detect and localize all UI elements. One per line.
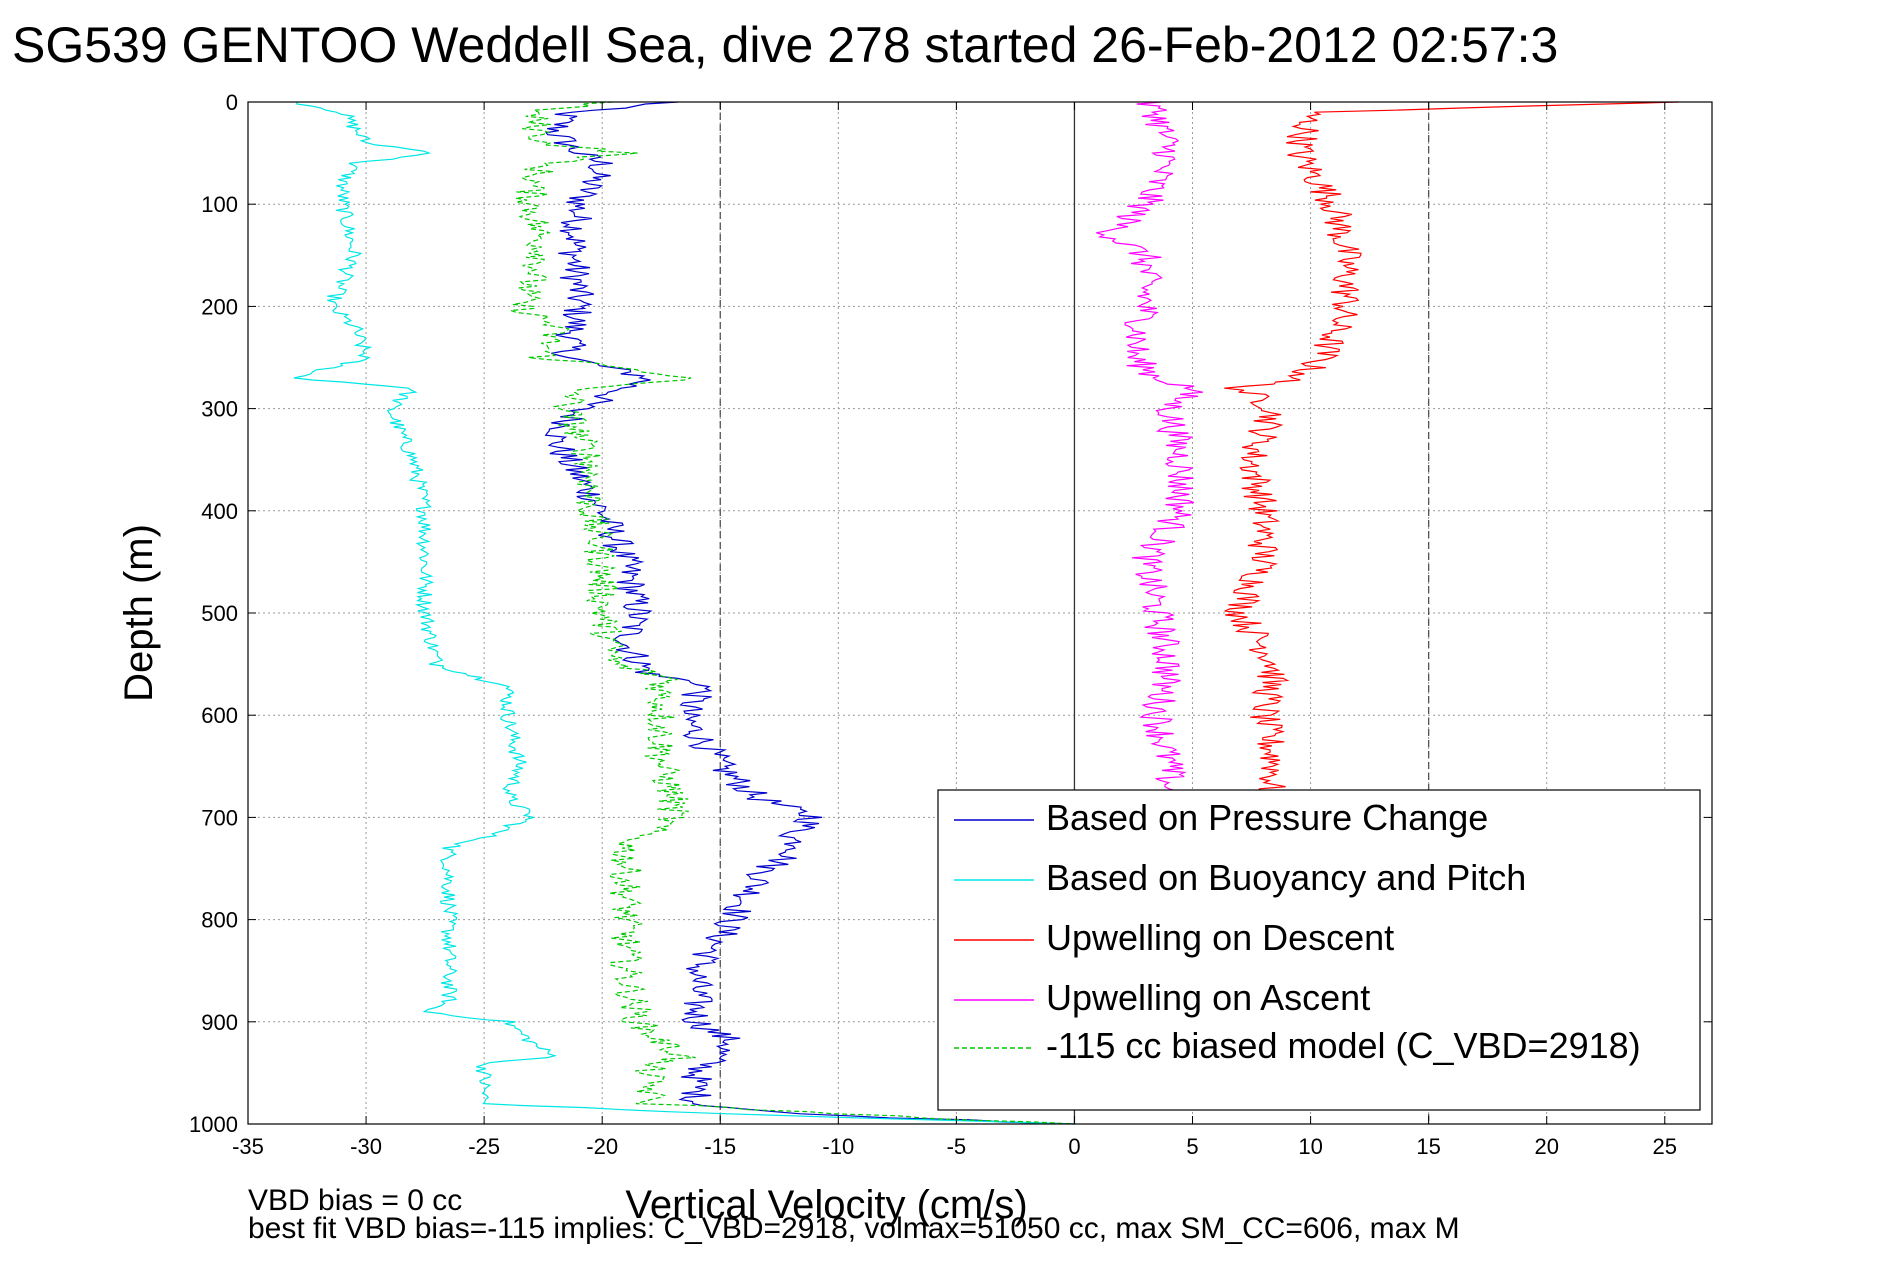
x-tick-label: 15 xyxy=(1416,1134,1440,1159)
x-tick-label: 0 xyxy=(1068,1134,1080,1159)
y-tick-label: 1000 xyxy=(189,1112,238,1137)
x-tick-label: -15 xyxy=(704,1134,736,1159)
x-tick-label: 20 xyxy=(1534,1134,1558,1159)
y-tick-label: 300 xyxy=(201,397,238,422)
y-tick-label: 700 xyxy=(201,805,238,830)
y-tick-label: 600 xyxy=(201,703,238,728)
y-tick-label: 400 xyxy=(201,499,238,524)
series-line xyxy=(1224,101,1679,839)
legend: Based on Pressure Change Based on Buoyanc… xyxy=(937,789,1701,1111)
chart-title: SG539 GENTOO Weddell Sea, dive 278 start… xyxy=(12,17,1558,73)
y-axis-label: Depth (m) xyxy=(117,524,161,702)
series-line xyxy=(293,101,1075,1125)
x-tick-label: -20 xyxy=(586,1134,618,1159)
x-tick-label: 10 xyxy=(1298,1134,1322,1159)
legend-label: Based on Buoyancy and Pitch xyxy=(1046,857,1526,898)
footnote-best-fit: best fit VBD bias=-115 implies: C_VBD=29… xyxy=(248,1212,1460,1245)
y-tick-label: 200 xyxy=(201,294,238,319)
x-tick-label: -30 xyxy=(350,1134,382,1159)
x-tick-label: -10 xyxy=(822,1134,854,1159)
y-tick-label: 500 xyxy=(201,601,238,626)
footnote-vbd-bias: VBD bias = 0 cc xyxy=(248,1184,462,1217)
axis-ticks: -35 -30 -25 -20 -15 -10 -5 0 5 10 15 20 25 0 100 200 300… xyxy=(189,90,1712,1159)
y-tick-label: 900 xyxy=(201,1010,238,1035)
series-layer xyxy=(293,101,1679,1125)
x-tick-label: -25 xyxy=(468,1134,500,1159)
legend-label: Based on Pressure Change xyxy=(1046,797,1488,838)
series-line xyxy=(1096,101,1204,798)
x-tick-label: -35 xyxy=(232,1134,264,1159)
x-tick-label: -5 xyxy=(947,1134,967,1159)
y-tick-label: 0 xyxy=(226,90,238,115)
x-tick-label: 5 xyxy=(1186,1134,1198,1159)
legend-label: Upwelling on Ascent xyxy=(1046,977,1370,1018)
y-tick-label: 800 xyxy=(201,908,238,933)
series-line xyxy=(544,101,1075,1125)
y-tick-label: 100 xyxy=(201,192,238,217)
series-line xyxy=(510,101,1075,1125)
x-tick-label: 25 xyxy=(1653,1134,1677,1159)
legend-box xyxy=(937,789,1701,1111)
x-axis-label: Vertical Velocity (cm/s) xyxy=(625,1183,1027,1227)
legend-label: Upwelling on Descent xyxy=(1046,917,1394,958)
legend-label: -115 cc biased model (C_VBD=2918) xyxy=(1046,1025,1641,1066)
